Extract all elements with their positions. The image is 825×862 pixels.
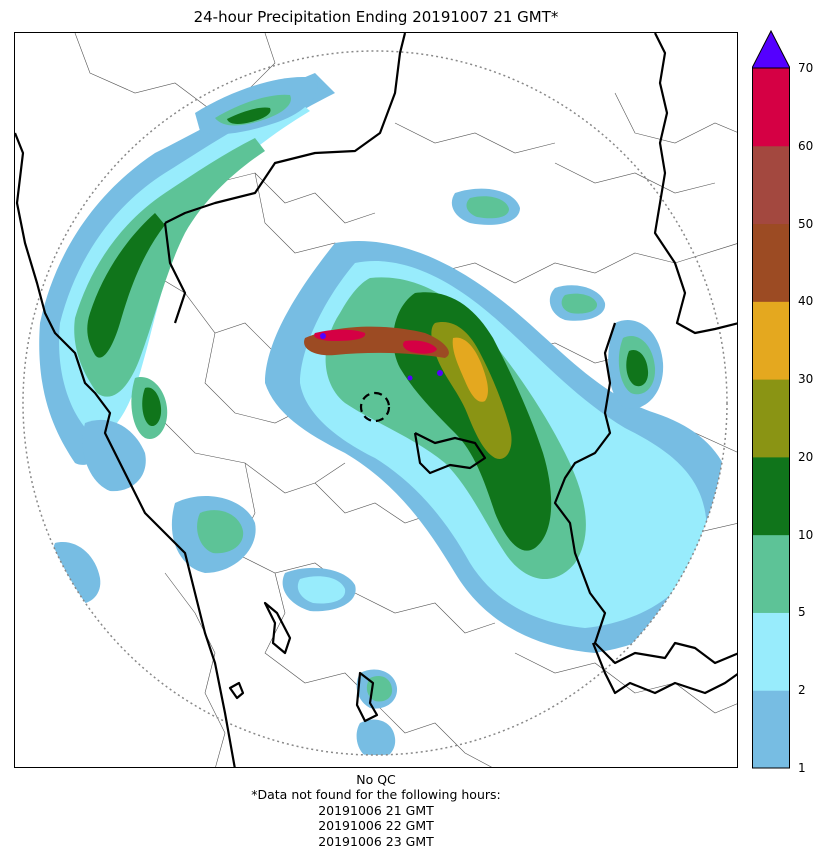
colorbar-outline [752,67,790,769]
colorbar-tick-label: 40 [798,294,814,309]
missing-hour: 20191006 21 GMT [318,802,434,818]
colorbar-bin [752,534,790,613]
colorbar-bin [752,690,790,769]
colorbar-bin [752,223,790,302]
chart-title: 24-hour Precipitation Ending 20191007 21… [193,8,559,26]
rain-area-10-20 [227,107,271,124]
rain-area-30-40 [452,337,488,402]
colorbar-bin [752,301,790,380]
colorbar-tick-label: 1 [798,761,806,775]
colorbar-bin [752,68,790,147]
rain-area-60-70 [403,340,437,354]
rain-area-5-10 [197,510,244,554]
missing-hour: 20191006 23 GMT [318,833,434,849]
radar-site-marker [359,391,391,423]
state-boundaries [15,33,737,767]
colorbar-bin [752,456,790,536]
rain-area-5-10 [74,138,266,397]
colorbar-over-arrow [752,29,790,69]
colorbar-tick-label: 30 [798,372,814,387]
colorbar-tick-label: 60 [798,138,814,153]
colorbar-tick-label: 20 [798,449,814,464]
colorbar-tick-label: 70 [798,61,814,75]
qc-label: No QC [356,772,396,787]
rain-area-1-2 [356,719,396,755]
colorbar [752,29,790,769]
map-panel [14,32,738,768]
colorbar-bins [752,68,790,769]
rain-area-10-20 [87,213,165,358]
rain-area-10-20 [626,349,649,387]
colorbar-tick-label: 10 [798,527,814,542]
missing-hour: 20191006 22 GMT [318,818,434,834]
rain-area-60-70 [314,329,366,341]
rain-area-10-20 [142,387,162,427]
rain-area-2-5 [297,576,346,604]
rain-area-1-2 [51,542,101,605]
rain-area-1-2 [82,419,146,492]
colorbar-tick-label: 5 [798,605,806,620]
rain-area-5-10 [466,196,509,219]
colorbar-bin [752,145,790,225]
rain-area-over-70 [320,333,326,339]
radar-range-ring [22,50,728,756]
missing-data-note: *Data not found for the following hours: [251,787,501,803]
colorbar-bin [752,379,790,458]
precipitation-map [15,33,737,767]
rain-area-over-70 [437,370,443,376]
colorbar-tick-label: 50 [798,216,814,231]
colorbar-bin [752,612,790,691]
footer-note: No QC *Data not found for the following … [14,772,738,849]
colorbar-tick-label: 2 [798,683,806,698]
rain-area-5-10 [561,293,598,314]
precipitation-field [39,73,727,755]
rain-area-over-70 [407,375,413,381]
